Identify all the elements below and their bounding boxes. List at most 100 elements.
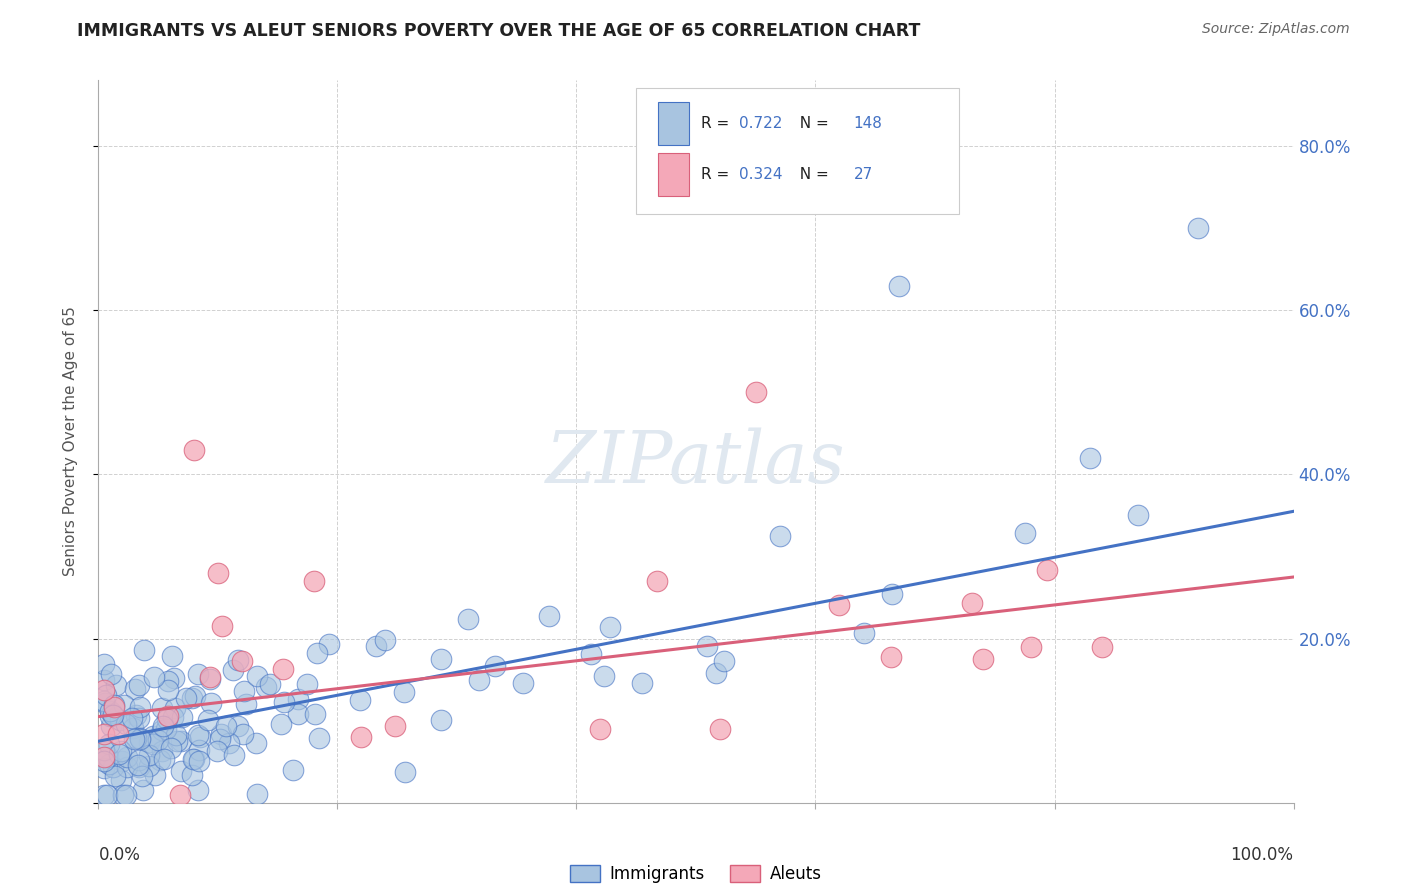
- Point: [101, 706, 124, 720]
- Point: [198, 670, 221, 684]
- FancyBboxPatch shape: [637, 87, 959, 214]
- Point: [112, 698, 135, 713]
- FancyBboxPatch shape: [658, 153, 689, 195]
- Point: [188, 742, 211, 756]
- Point: [156, 673, 179, 688]
- Point: [769, 529, 792, 543]
- Point: [188, 730, 211, 744]
- Point: [138, 759, 160, 773]
- Point: [128, 753, 150, 767]
- Point: [115, 760, 138, 774]
- Point: [129, 731, 152, 746]
- Point: [124, 681, 146, 696]
- Point: [295, 677, 318, 691]
- Point: [302, 574, 325, 588]
- Point: [972, 651, 994, 665]
- Text: IMMIGRANTS VS ALEUT SENIORS POVERTY OVER THE AGE OF 65 CORRELATION CHART: IMMIGRANTS VS ALEUT SENIORS POVERTY OVER…: [77, 22, 921, 40]
- Point: [270, 717, 292, 731]
- Point: [1187, 221, 1209, 235]
- Point: [142, 737, 165, 751]
- Point: [246, 669, 269, 683]
- Point: [115, 788, 138, 802]
- Point: [232, 727, 254, 741]
- Point: [183, 752, 205, 766]
- Point: [696, 639, 718, 653]
- Point: [93, 761, 115, 775]
- Point: [1091, 640, 1114, 654]
- Text: 0.722: 0.722: [740, 116, 782, 131]
- Point: [429, 713, 451, 727]
- Point: [115, 717, 138, 731]
- Point: [889, 278, 911, 293]
- Point: [187, 728, 209, 742]
- Point: [103, 698, 125, 712]
- Point: [93, 750, 115, 764]
- Point: [156, 712, 179, 726]
- Point: [128, 678, 150, 692]
- Point: [174, 690, 197, 705]
- Point: [880, 587, 903, 601]
- Text: ZIPatlas: ZIPatlas: [546, 428, 846, 499]
- Point: [150, 744, 173, 758]
- Point: [211, 619, 233, 633]
- Point: [94, 697, 117, 711]
- Point: [1019, 640, 1042, 654]
- Point: [1128, 508, 1150, 523]
- Point: [1080, 450, 1102, 465]
- Point: [170, 710, 193, 724]
- Point: [143, 670, 166, 684]
- Point: [222, 747, 245, 762]
- Point: [110, 772, 132, 787]
- Point: [1036, 562, 1059, 576]
- Point: [308, 731, 330, 745]
- Point: [394, 764, 416, 779]
- Point: [138, 735, 160, 749]
- Point: [384, 719, 406, 733]
- Point: [198, 672, 221, 686]
- Point: [93, 657, 115, 671]
- Point: [155, 722, 177, 736]
- Point: [110, 744, 132, 758]
- Point: [245, 736, 267, 750]
- Point: [96, 688, 118, 702]
- Point: [187, 783, 209, 797]
- Point: [93, 727, 115, 741]
- Point: [121, 710, 143, 724]
- Point: [281, 764, 304, 778]
- Point: [457, 612, 479, 626]
- Point: [97, 749, 120, 764]
- Point: [209, 732, 232, 747]
- Point: [200, 697, 222, 711]
- Point: [599, 620, 621, 634]
- Point: [162, 648, 184, 663]
- Point: [160, 741, 183, 756]
- Point: [228, 653, 250, 667]
- Point: [108, 747, 131, 761]
- Point: [254, 680, 277, 694]
- Point: [124, 732, 146, 747]
- Point: [127, 758, 149, 772]
- Point: [183, 689, 205, 703]
- Point: [1014, 526, 1036, 541]
- Point: [132, 783, 155, 797]
- Point: [853, 626, 876, 640]
- Point: [138, 747, 160, 762]
- Point: [100, 667, 122, 681]
- Point: [165, 728, 187, 742]
- Point: [180, 691, 202, 706]
- Point: [205, 744, 228, 758]
- Point: [271, 662, 294, 676]
- Point: [287, 691, 309, 706]
- Point: [366, 639, 388, 653]
- Point: [589, 722, 612, 736]
- Point: [581, 647, 603, 661]
- Point: [246, 787, 269, 801]
- Point: [631, 676, 654, 690]
- Point: [273, 695, 295, 709]
- Point: [100, 719, 122, 733]
- Point: [98, 705, 121, 719]
- Point: [713, 654, 735, 668]
- Point: [104, 769, 127, 783]
- Point: [645, 574, 668, 589]
- Point: [222, 663, 245, 677]
